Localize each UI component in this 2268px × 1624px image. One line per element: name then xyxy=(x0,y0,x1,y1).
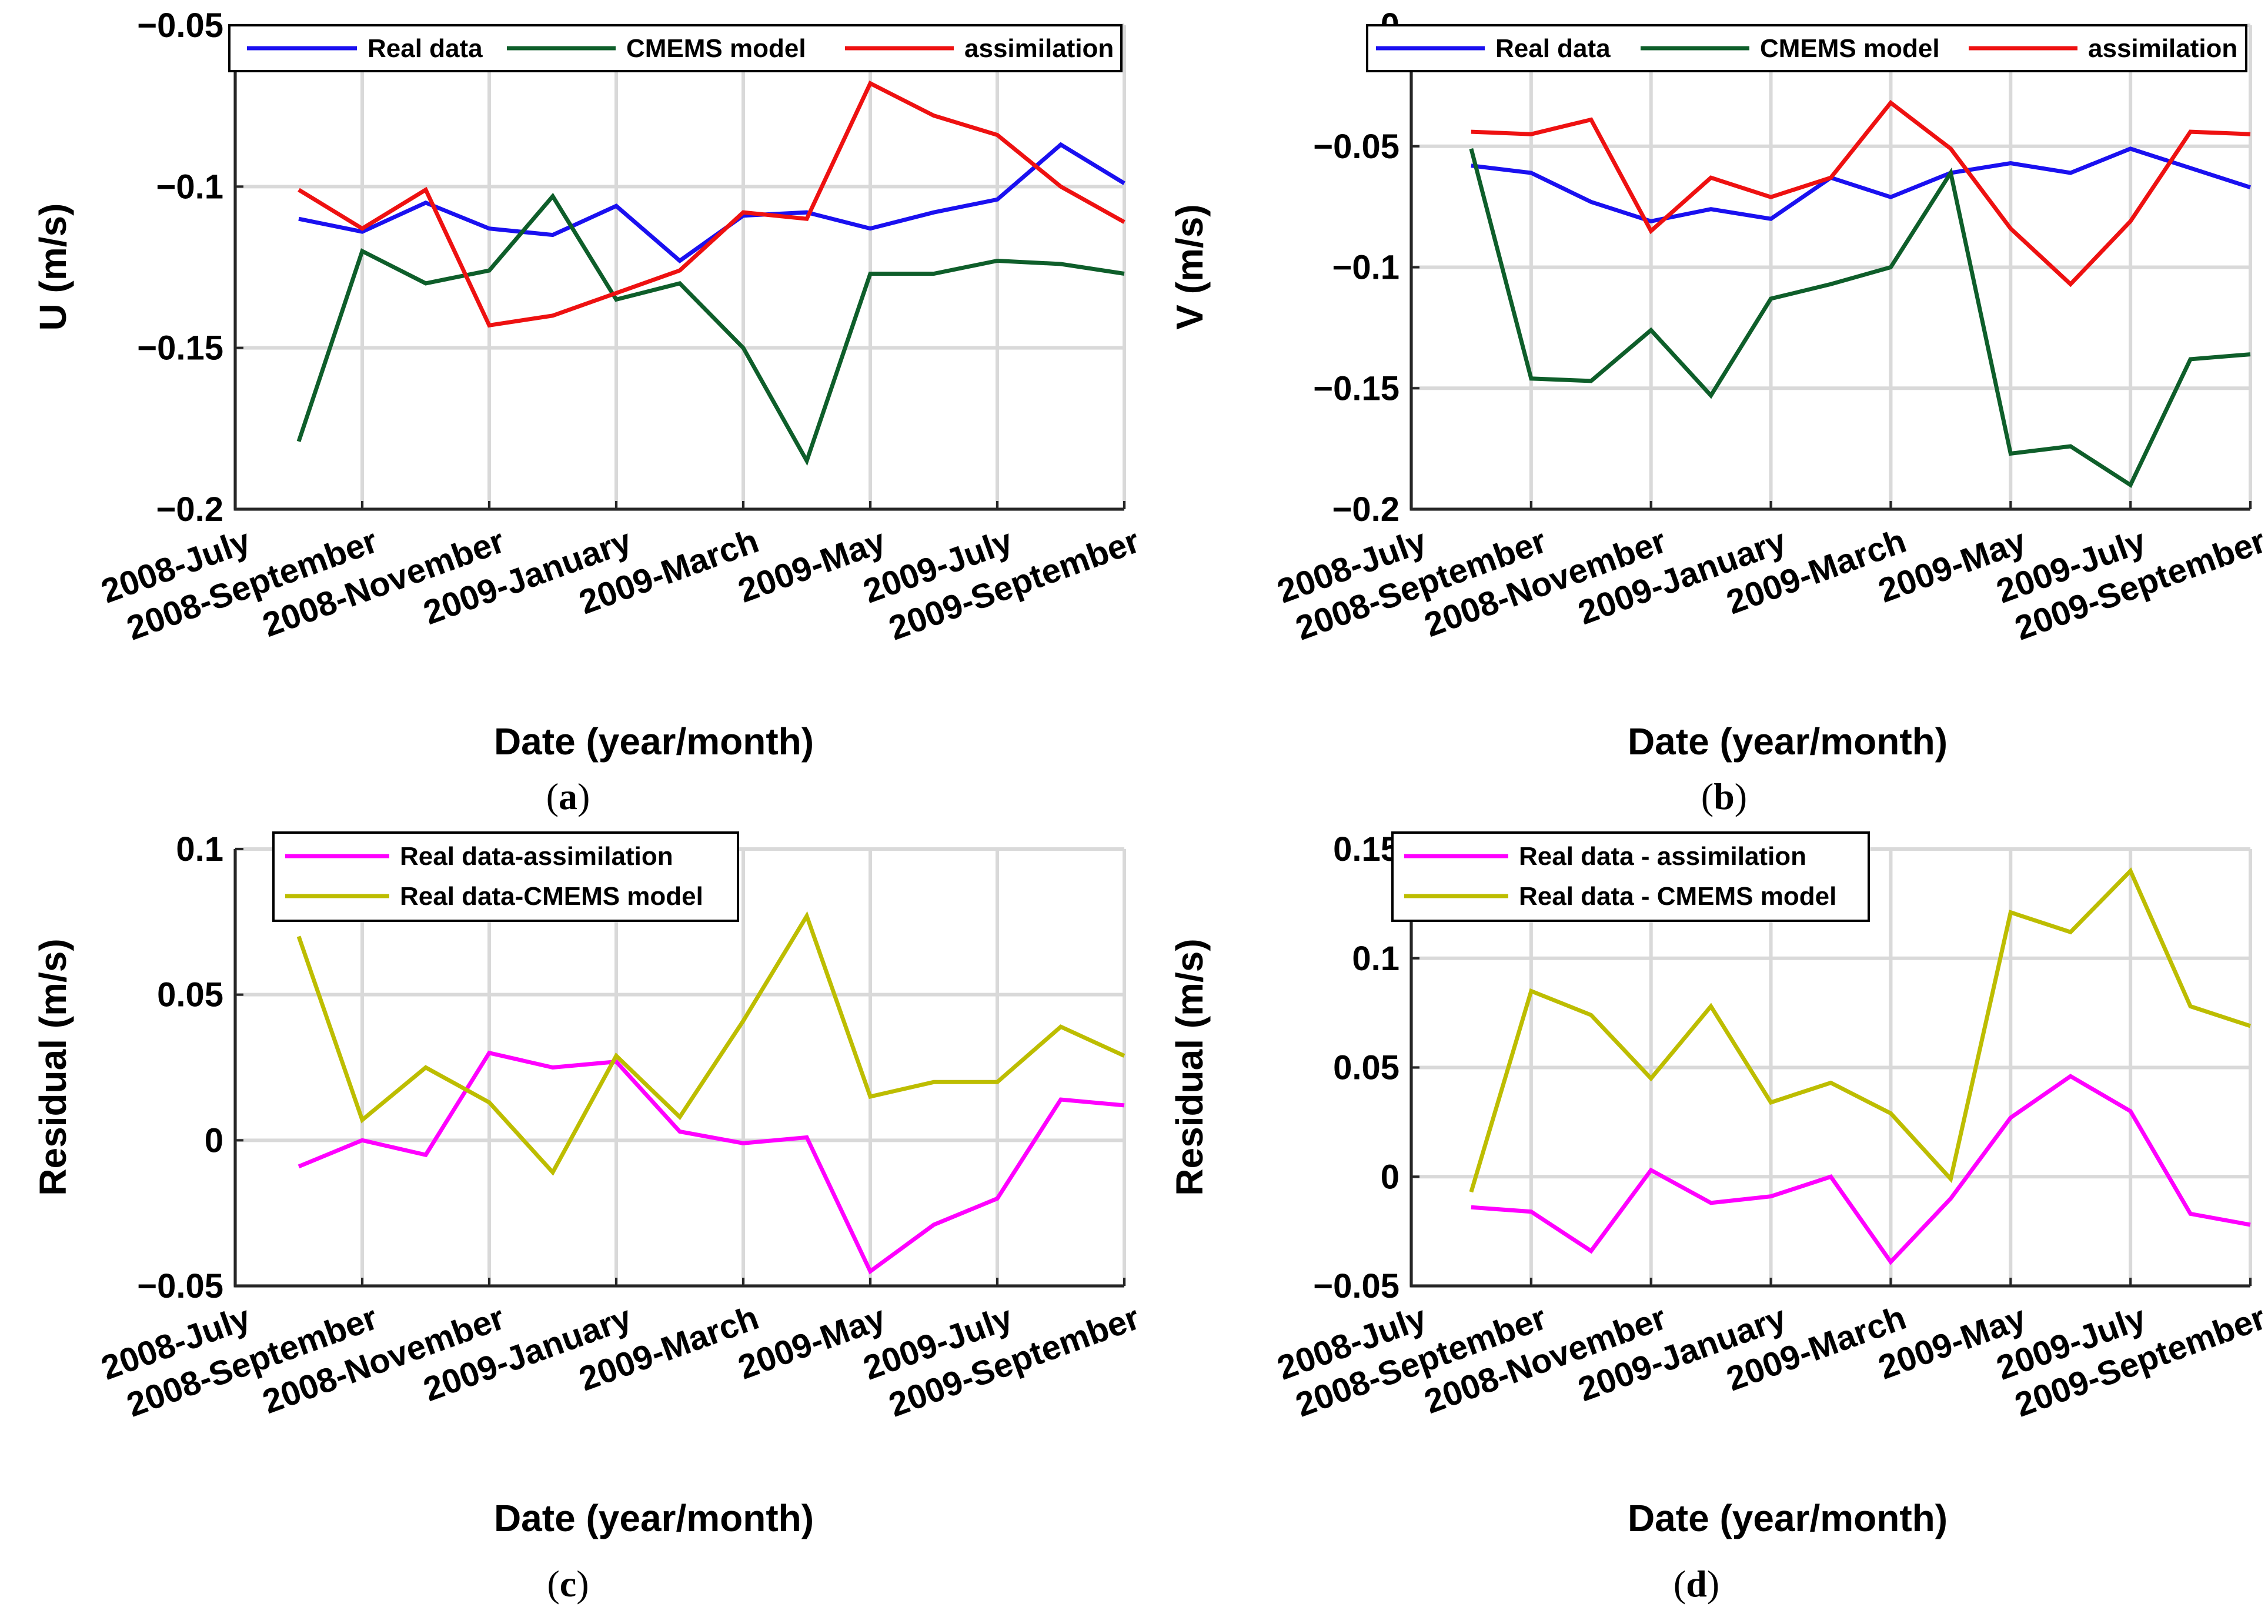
series-line-0 xyxy=(298,142,1125,263)
chart-panel-b: −0.2−0.15−0.1−0.0502008-July2008-Septemb… xyxy=(1168,6,2268,817)
y-tick-label: −0.05 xyxy=(1313,128,1399,166)
caption-letter: c xyxy=(560,1563,576,1605)
caption-open-paren: ( xyxy=(546,776,559,817)
y-tick-label: −0.2 xyxy=(1332,490,1400,529)
panel-caption: (b) xyxy=(1701,776,1747,817)
y-tick-label: 0.1 xyxy=(1352,940,1399,978)
panel-caption: (d) xyxy=(1674,1563,1719,1605)
y-tick-label: 0.1 xyxy=(176,830,223,868)
series-line-0 xyxy=(1471,146,2252,223)
series-line-1 xyxy=(296,192,1125,466)
panel-caption: (c) xyxy=(547,1563,589,1605)
legend-label-1: Real data - CMEMS model xyxy=(1519,882,1836,911)
caption-letter: b xyxy=(1713,776,1735,817)
caption-close-paren: ) xyxy=(1707,1563,1719,1605)
legend-label-0: Real data-assimilation xyxy=(400,842,673,871)
caption-open-paren: ( xyxy=(547,1563,559,1605)
y-axis-label: U (m/s) xyxy=(32,203,74,331)
series-line-1 xyxy=(1469,867,2252,1193)
series-line-1 xyxy=(1469,148,2251,488)
legend-box xyxy=(272,831,739,922)
legend-label-1: Real data-CMEMS model xyxy=(400,882,703,911)
x-axis-label: Date (year/month) xyxy=(494,720,814,763)
y-tick-label: −0.15 xyxy=(137,329,223,367)
y-axis-label: Residual (m/s) xyxy=(1168,938,1211,1195)
y-tick-label: 0.15 xyxy=(1333,830,1399,868)
legend-box xyxy=(228,24,1123,72)
y-tick-label: −0.15 xyxy=(1313,369,1399,407)
legend-label-0: Real data xyxy=(368,34,483,63)
legend-box xyxy=(1366,24,2247,72)
y-tick-label: −0.1 xyxy=(1332,249,1400,287)
caption-letter: d xyxy=(1686,1563,1707,1605)
y-tick-label: 0 xyxy=(205,1121,223,1159)
series-line-0 xyxy=(298,1050,1125,1275)
caption-open-paren: ( xyxy=(1674,1563,1686,1605)
y-tick-label: 0.05 xyxy=(1333,1049,1399,1087)
y-tick-label: −0.05 xyxy=(137,6,223,45)
y-tick-label: −0.05 xyxy=(137,1267,223,1305)
caption-open-paren: ( xyxy=(1701,776,1713,817)
series-line-1 xyxy=(296,911,1125,1176)
caption-close-paren: ) xyxy=(577,776,590,817)
legend-label-1: CMEMS model xyxy=(1760,34,1940,63)
series-line-0 xyxy=(1471,1074,2251,1265)
y-tick-label: −0.1 xyxy=(156,168,224,206)
y-tick-label: −0.2 xyxy=(156,490,224,529)
legend-label-2: assimilation xyxy=(964,34,1114,63)
plot-area xyxy=(235,25,1124,509)
caption-letter: a xyxy=(559,776,577,817)
y-axis-label: Residual (m/s) xyxy=(32,938,74,1195)
series-line-2 xyxy=(1471,99,2251,288)
chart-panel-c: −0.0500.050.12008-July2008-September2008… xyxy=(32,830,1144,1605)
legend-label-1: CMEMS model xyxy=(626,34,806,63)
chart-panel-d: −0.0500.050.10.152008-July2008-September… xyxy=(1168,830,2268,1605)
y-tick-label: 0 xyxy=(1381,1158,1399,1196)
x-axis-label: Date (year/month) xyxy=(1628,1497,1948,1539)
legend-label-0: Real data xyxy=(1495,34,1611,63)
x-axis-label: Date (year/month) xyxy=(1628,720,1948,763)
legend-label-0: Real data - assimilation xyxy=(1519,842,1806,871)
caption-close-paren: ) xyxy=(1735,776,1747,817)
x-axis-label: Date (year/month) xyxy=(494,1497,814,1539)
legend-label-2: assimilation xyxy=(2088,34,2237,63)
panel-caption: (a) xyxy=(546,776,590,817)
legend-box xyxy=(1391,831,1870,922)
y-axis-label: V (m/s) xyxy=(1168,204,1211,329)
y-tick-label: 0.05 xyxy=(157,976,223,1014)
series-line-2 xyxy=(298,81,1125,328)
y-tick-label: −0.05 xyxy=(1313,1267,1399,1305)
caption-close-paren: ) xyxy=(576,1563,589,1605)
chart-panel-a: −0.2−0.15−0.1−0.052008-July2008-Septembe… xyxy=(32,6,1144,817)
